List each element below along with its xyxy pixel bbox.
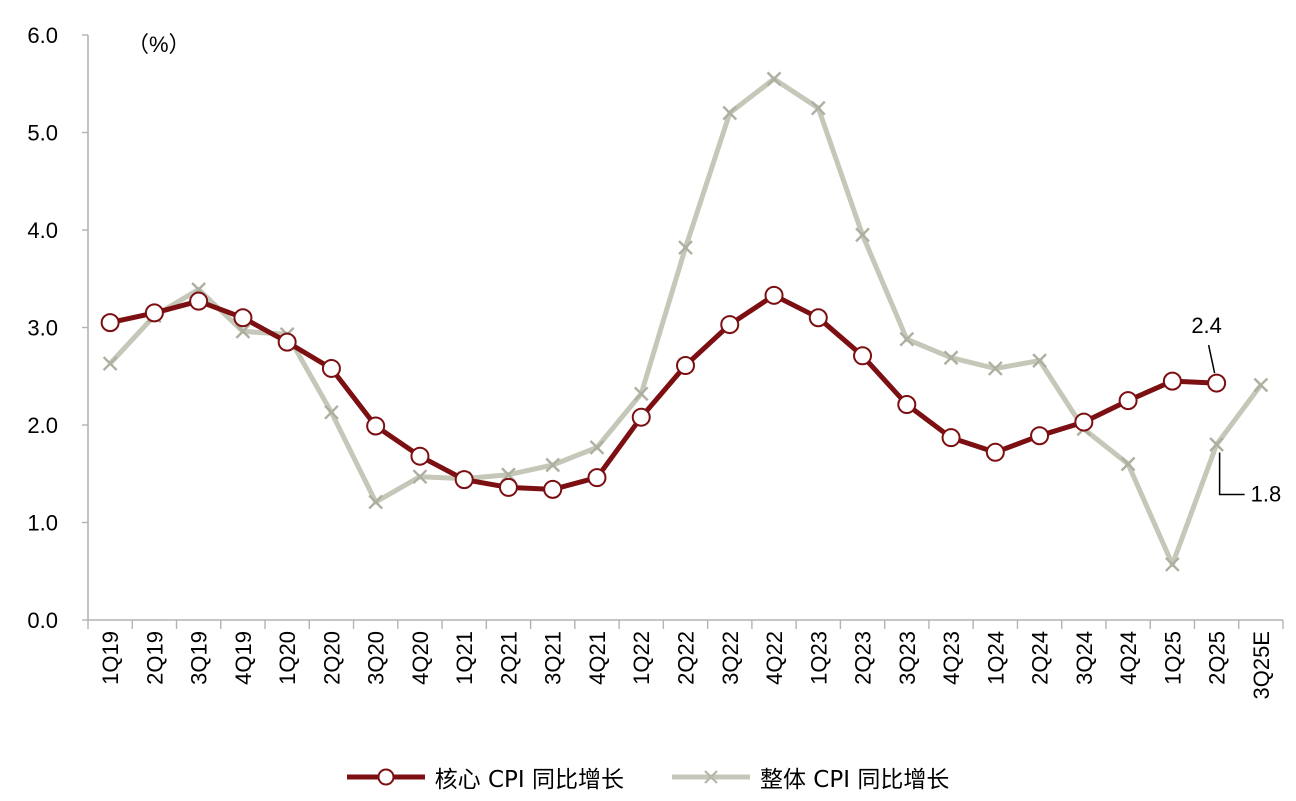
annotation-layer: 2.4 1.8 <box>1191 313 1281 506</box>
x-tick-label: 2Q22 <box>674 631 699 685</box>
data-point-core-cpi <box>720 315 740 335</box>
data-point-core-cpi <box>1162 371 1182 391</box>
y-tick-label: 3.0 <box>27 316 58 341</box>
x-tick-label: 1Q21 <box>452 631 477 685</box>
x-tick-label: 3Q19 <box>187 631 212 685</box>
data-point-headline-cpi <box>722 105 738 121</box>
data-point-headline-cpi <box>678 240 693 255</box>
annotation-leader-line <box>1218 452 1245 496</box>
x-tick-label: 2Q23 <box>851 631 876 685</box>
data-point-core-cpi <box>676 356 695 376</box>
x-tick-label: 4Q24 <box>1116 631 1141 685</box>
x-tick-label: 3Q24 <box>1072 631 1097 685</box>
x-tick-label: 4Q19 <box>231 631 256 685</box>
x-tick-label: 4Q20 <box>408 631 433 685</box>
legend-label-core-cpi: 核心 CPI 同比增长 <box>434 767 624 793</box>
annotation-label: 1.8 <box>1251 482 1282 507</box>
data-point-headline-cpi <box>1120 456 1136 472</box>
data-point-headline-cpi <box>412 469 428 485</box>
x-tick-label: 1Q22 <box>629 631 654 685</box>
data-point-headline-cpi <box>633 386 649 402</box>
y-tick-label: 6.0 <box>27 23 58 48</box>
legend-item-headline-cpi: 整体 CPI 同比增长 <box>672 760 949 794</box>
data-point-headline-cpi <box>1165 557 1180 572</box>
data-point-core-cpi <box>498 477 518 497</box>
data-point-core-cpi <box>366 416 386 436</box>
legend-line-circle-marker-icon <box>346 768 425 786</box>
data-point-core-cpi <box>631 407 651 427</box>
data-point-headline-cpi <box>987 361 1003 376</box>
data-point-headline-cpi <box>943 350 959 366</box>
x-tick-label: 3Q25E <box>1249 631 1274 700</box>
x-tick-label: 4Q23 <box>939 631 964 685</box>
legend-line-x-marker-icon <box>672 770 750 784</box>
line-chart: 0.0 1.0 2.0 3.0 4.0 5.0 6.0 （%） 1Q19 2Q19 3Q19 4Q19… <box>27 23 1284 700</box>
x-tick-label: 3Q23 <box>895 631 920 685</box>
y-tick-label: 4.0 <box>27 218 58 243</box>
data-point-headline-cpi <box>589 440 605 455</box>
series-line-headline-cpi <box>108 76 1263 567</box>
data-point-headline-cpi <box>324 404 339 420</box>
x-tick-label: 2Q19 <box>142 631 167 685</box>
data-point-core-cpi <box>410 446 430 466</box>
data-point-headline-cpi <box>899 331 915 347</box>
series-layer <box>100 71 1269 572</box>
data-point-core-cpi <box>454 470 474 490</box>
data-point-headline-cpi <box>810 100 826 116</box>
y-unit-label: （%） <box>127 32 191 57</box>
legend-label-headline-cpi: 整体 CPI 同比增长 <box>760 767 950 793</box>
x-tick-label: 1Q24 <box>983 631 1008 685</box>
data-point-headline-cpi <box>1253 377 1269 393</box>
data-point-core-cpi <box>277 332 297 352</box>
y-tick-label: 0.0 <box>27 608 58 633</box>
y-tick-label: 5.0 <box>27 121 58 146</box>
data-point-headline-cpi <box>855 227 870 243</box>
data-point-core-cpi <box>764 285 784 305</box>
data-point-core-cpi <box>233 308 253 328</box>
x-tick-label: 2Q24 <box>1028 631 1053 685</box>
y-tick-label: 2.0 <box>27 413 58 438</box>
data-point-core-cpi <box>853 346 873 366</box>
data-point-headline-cpi <box>102 356 118 371</box>
x-tick-label: 1Q23 <box>806 631 831 685</box>
chart-legend: 核心 CPI 同比增长 整体 CPI 同比增长 <box>0 757 1296 797</box>
data-point-core-cpi <box>985 442 1005 462</box>
data-point-headline-cpi <box>766 71 782 87</box>
data-point-core-cpi <box>941 428 961 448</box>
data-point-core-cpi <box>1030 426 1050 446</box>
data-point-core-cpi <box>808 308 828 328</box>
data-point-headline-cpi <box>545 457 561 473</box>
data-point-headline-cpi <box>1032 353 1047 368</box>
x-tick-label: 2Q25 <box>1205 631 1230 685</box>
data-point-core-cpi <box>100 313 120 333</box>
chart-axes: 0.0 1.0 2.0 3.0 4.0 5.0 6.0 （%） 1Q19 2Q19 3Q19 4Q19… <box>27 23 1284 700</box>
data-point-core-cpi <box>897 395 917 415</box>
data-point-headline-cpi <box>1209 437 1224 452</box>
x-tick-label: 3Q21 <box>541 631 566 685</box>
x-tick-label: 3Q22 <box>718 631 743 685</box>
data-point-headline-cpi <box>368 494 384 510</box>
x-tick-label: 1Q20 <box>275 631 300 685</box>
data-point-core-cpi <box>1207 373 1227 393</box>
x-tick-label: 4Q21 <box>585 631 610 685</box>
y-tick-label: 1.0 <box>27 511 58 536</box>
data-point-core-cpi <box>1074 412 1094 432</box>
x-tick-label: 1Q19 <box>98 631 123 685</box>
annotation-label: 2.4 <box>1191 313 1222 338</box>
data-point-core-cpi <box>587 468 607 488</box>
data-point-core-cpi <box>321 358 341 378</box>
legend-item-core-cpi: 核心 CPI 同比增长 <box>346 760 624 794</box>
x-tick-label: 2Q21 <box>496 631 521 685</box>
data-point-headline-cpi <box>235 324 251 339</box>
x-tick-label: 2Q20 <box>319 631 344 685</box>
data-point-core-cpi <box>543 479 563 499</box>
x-tick-label: 3Q20 <box>364 631 389 685</box>
data-point-core-cpi <box>189 291 209 311</box>
x-tick-label: 4Q22 <box>762 631 787 685</box>
data-point-core-cpi <box>1118 391 1138 411</box>
x-tick-label: 1Q25 <box>1160 631 1185 685</box>
data-point-core-cpi <box>144 303 164 323</box>
annotation-leader-line <box>1207 344 1216 374</box>
